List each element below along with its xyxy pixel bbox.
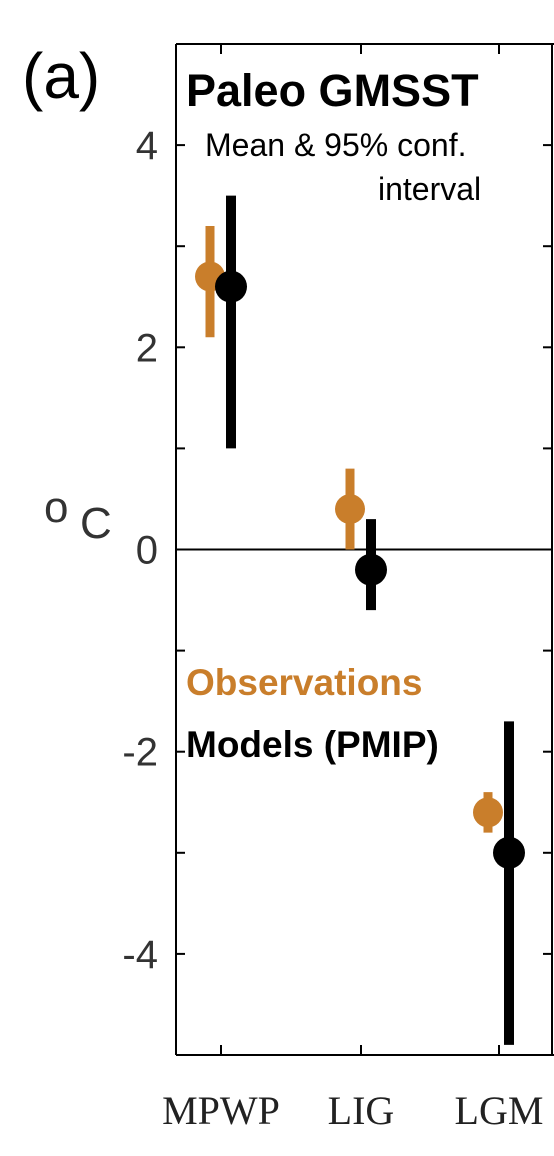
legend-observations: Observations [186, 662, 422, 703]
mean-point [335, 494, 365, 525]
ylabel-degree: o [44, 483, 68, 532]
mean-point [215, 270, 247, 303]
x-category-label: LIG [328, 1088, 395, 1133]
x-category-label: MPWP [162, 1088, 280, 1133]
ylabel-unit: C [80, 499, 112, 548]
chart-subtitle-line-1: Mean & 95% conf. [205, 127, 466, 163]
series-layer [195, 195, 525, 1045]
y-axis-label: o C [44, 483, 112, 548]
x-ticks: MPWP LIG LGM [162, 44, 543, 1133]
x-category-label: LGM [455, 1088, 544, 1133]
panel-label: (a) [22, 40, 100, 112]
legend-models: Models (PMIP) [186, 724, 439, 765]
chart-subtitle-line-2: interval [378, 171, 481, 207]
y-tick-label: -2 [122, 731, 158, 775]
mean-point [473, 797, 503, 828]
chart-title: Paleo GMSST [186, 65, 479, 116]
y-tick-label: -4 [122, 933, 158, 977]
legend: Observations Models (PMIP) [186, 662, 439, 765]
mean-point [355, 553, 387, 586]
y-tick-label: 2 [136, 326, 158, 370]
y-ticks: -4 -2 0 2 4 [122, 43, 552, 1056]
y-tick-label: 4 [136, 124, 158, 168]
y-tick-label: 0 [136, 529, 158, 573]
title-block: Paleo GMSST Mean & 95% conf. interval [186, 65, 481, 207]
mean-point [493, 836, 525, 869]
